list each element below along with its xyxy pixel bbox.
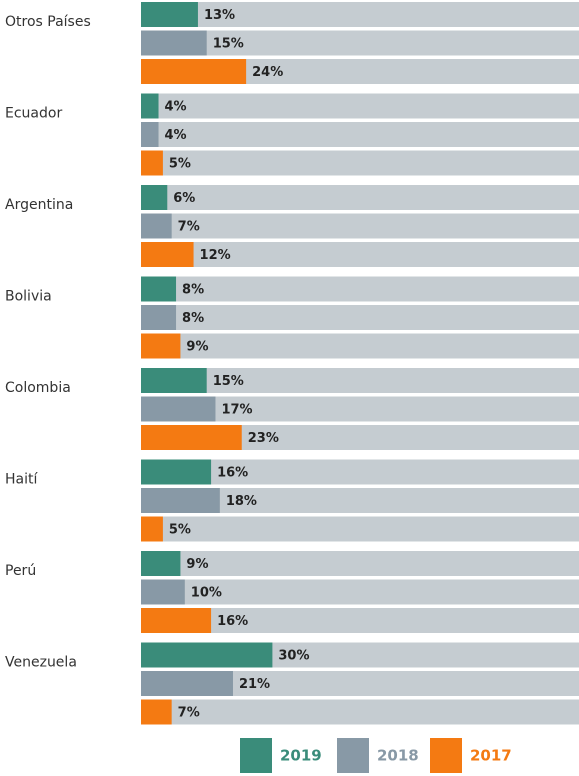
bar-track (141, 242, 579, 267)
category-label: Colombia (5, 380, 71, 396)
value-label: 7% (178, 220, 200, 235)
value-label: 30% (278, 649, 309, 664)
bar-track (141, 608, 579, 633)
value-label: 7% (178, 706, 200, 721)
value-label: 4% (165, 100, 187, 115)
bar-track (141, 150, 579, 176)
value-label: 9% (186, 340, 208, 355)
category-label: Ecuador (5, 106, 62, 122)
bar (141, 608, 212, 633)
bar-track (141, 699, 579, 725)
bar (141, 699, 172, 725)
category-label: Bolivia (5, 289, 52, 305)
bar (141, 642, 273, 668)
bar-track (141, 579, 579, 605)
bar (141, 396, 216, 422)
legend-label: 2018 (377, 747, 419, 765)
value-label: 16% (217, 466, 248, 481)
bar-track (141, 305, 579, 330)
bar (141, 368, 207, 393)
bar (141, 579, 185, 605)
bar-track (141, 551, 579, 576)
value-label: 10% (191, 586, 222, 601)
value-label: 16% (217, 614, 248, 629)
bar (141, 516, 163, 542)
bar-track (141, 333, 579, 359)
bar (141, 213, 172, 239)
bar (141, 2, 198, 27)
bar-track (141, 185, 579, 210)
bar-track (141, 122, 579, 147)
bar (141, 122, 159, 147)
legend-swatch (240, 738, 272, 773)
value-label: 4% (165, 128, 187, 143)
bar (141, 488, 220, 513)
value-label: 9% (186, 557, 208, 572)
category-label: Argentina (5, 197, 73, 213)
bar-track (141, 2, 579, 27)
value-label: 23% (248, 431, 279, 446)
bar-track (141, 516, 579, 542)
bar-track (141, 213, 579, 239)
bar-track (141, 368, 579, 393)
value-label: 12% (200, 248, 231, 263)
value-label: 5% (169, 157, 191, 172)
value-label: 24% (252, 65, 283, 80)
value-label: 5% (169, 523, 191, 538)
legend-label: 2019 (280, 747, 322, 765)
bar (141, 551, 181, 576)
legend-label: 2017 (470, 747, 512, 765)
category-label: Venezuela (5, 655, 77, 671)
bar (141, 425, 242, 450)
legend-swatch (337, 738, 369, 773)
bar (141, 671, 233, 696)
bar (141, 30, 207, 56)
bar (141, 185, 168, 210)
bar-track (141, 30, 579, 56)
value-label: 8% (182, 283, 204, 298)
category-label: Haití (5, 472, 38, 488)
bar (141, 459, 212, 485)
category-label: Otros Países (5, 14, 91, 30)
legend-swatch (430, 738, 462, 773)
value-label: 13% (204, 8, 235, 23)
value-label: 18% (226, 494, 257, 509)
bar (141, 305, 177, 330)
bar-track (141, 93, 579, 119)
value-label: 6% (173, 191, 195, 206)
bar-track (141, 459, 579, 485)
bar-track (141, 276, 579, 302)
bar (141, 93, 159, 119)
value-label: 8% (182, 311, 204, 326)
value-label: 17% (221, 403, 252, 418)
bar (141, 59, 247, 84)
value-label: 21% (239, 677, 270, 692)
category-label: Perú (5, 563, 36, 579)
bar (141, 333, 181, 359)
bar (141, 276, 177, 302)
bar (141, 242, 194, 267)
value-label: 15% (213, 374, 244, 389)
bar (141, 150, 163, 176)
value-label: 15% (213, 37, 244, 52)
